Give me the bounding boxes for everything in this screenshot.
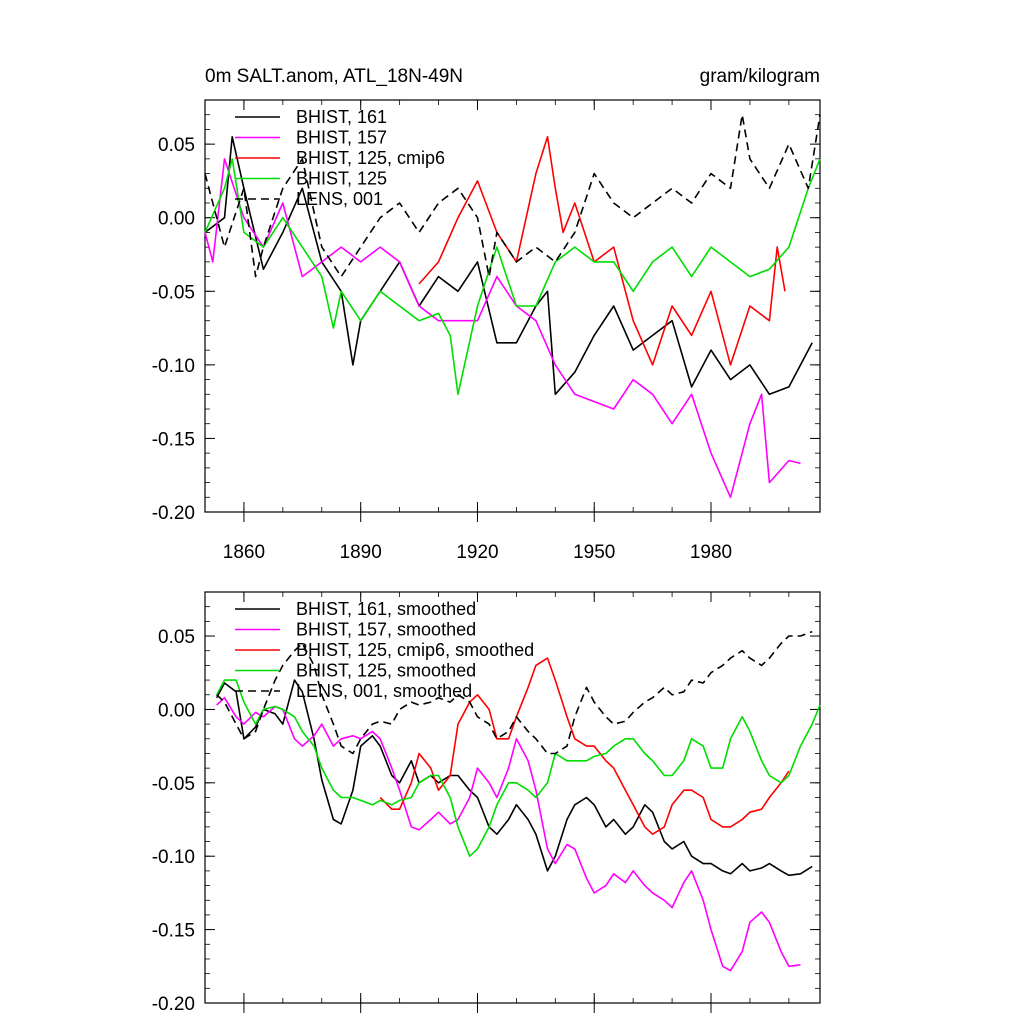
legend-label: LENS, 001 (296, 189, 383, 209)
top-panel: 0.05 0.00 -0.05 -0.10 -0.15 -0.20 1860 1890 1920… (152, 66, 821, 563)
y-tick-label: 0.00 (158, 700, 195, 721)
legend-label: BHIST, 161, smoothed (296, 599, 476, 619)
y-tick-label: -0.05 (152, 774, 195, 795)
x-tick-label: 1980 (690, 542, 732, 563)
series-line-1 (216, 696, 801, 972)
y-tick-label: -0.10 (152, 847, 195, 868)
series-line-0 (215, 679, 813, 877)
y-tick-label: 0.05 (158, 135, 195, 156)
x-tick-label: 1890 (340, 542, 382, 563)
bottom-panel: 0.05 0.00 -0.05 -0.10 -0.15 -0.20 BHIST, 161, … (152, 591, 821, 1015)
y-tick-label: -0.05 (152, 282, 195, 303)
x-tick-label: 1920 (456, 542, 498, 563)
chart-title-left: 0m SALT.anom, ATL_18N-49N (205, 66, 463, 87)
y-tick-label: -0.20 (152, 994, 195, 1015)
legend-label: BHIST, 125, cmip6 (296, 148, 445, 168)
series-line-2 (418, 136, 786, 366)
y-tick-label: 0.00 (158, 209, 195, 230)
x-tick-label: 1860 (223, 542, 265, 563)
series-line-4 (204, 113, 821, 278)
series-line-4 (216, 630, 813, 755)
legend-label: BHIST, 161 (296, 107, 387, 127)
legend-label: BHIST, 125 (296, 169, 387, 189)
y-tick-label: -0.10 (152, 356, 195, 377)
legend-label: BHIST, 125, cmip6, smoothed (296, 640, 534, 660)
y-tick-label: -0.15 (152, 429, 195, 450)
y-tick-label: -0.15 (152, 921, 195, 942)
series-line-2 (379, 657, 790, 835)
legend-label: LENS, 001, smoothed (296, 681, 472, 701)
y-tick-label: 0.05 (158, 627, 195, 648)
legend-label: BHIST, 157, smoothed (296, 620, 476, 640)
legend-label: BHIST, 157 (296, 128, 387, 148)
legend-label: BHIST, 125, smoothed (296, 661, 476, 681)
series-line-3 (215, 679, 821, 857)
x-tick-label: 1950 (573, 542, 615, 563)
series-line-0 (204, 136, 813, 396)
y-tick-label: -0.20 (152, 503, 195, 524)
series-line-3 (204, 158, 821, 396)
chart-title-right: gram/kilogram (700, 66, 820, 87)
series-line-1 (204, 158, 801, 499)
